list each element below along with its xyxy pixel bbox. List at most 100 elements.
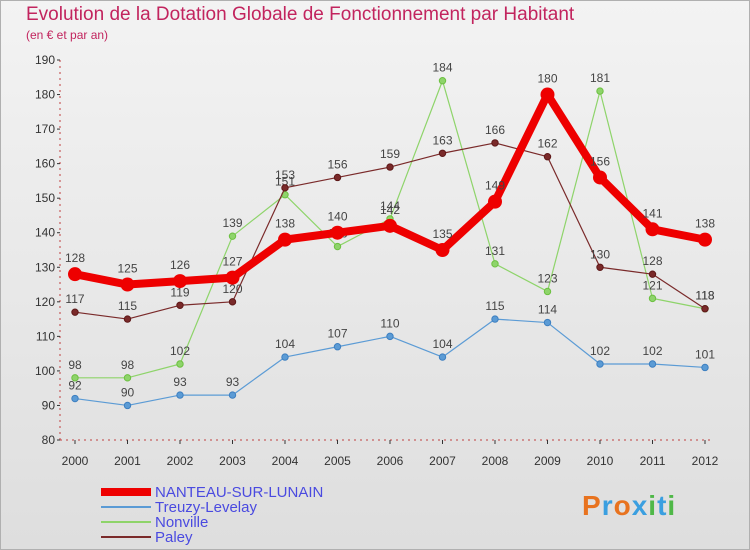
legend-label: NANTEAU-SUR-LUNAIN	[155, 484, 323, 501]
y-tick-label: 150	[35, 191, 55, 205]
data-point	[488, 194, 502, 209]
data-label: 140	[327, 210, 347, 224]
data-label: 92	[68, 379, 82, 393]
y-tick-label: 180	[35, 88, 55, 102]
data-label: 93	[226, 375, 240, 389]
data-label: 98	[68, 358, 82, 372]
data-point	[120, 277, 135, 292]
data-label: 156	[590, 154, 610, 168]
x-tick-label: 2005	[324, 454, 351, 468]
data-point	[71, 374, 79, 382]
y-tick-label: 80	[42, 433, 56, 447]
data-label: 163	[432, 133, 452, 147]
data-point	[596, 360, 604, 368]
data-label: 102	[590, 344, 610, 358]
data-label: 114	[538, 303, 557, 317]
data-point	[593, 170, 607, 185]
x-tick-label: 2009	[534, 454, 561, 468]
data-label: 118	[695, 289, 714, 303]
data-label: 119	[170, 285, 189, 299]
series-nonville: 9898102139151136144184131123181121118	[68, 61, 715, 382]
data-label: 126	[170, 258, 190, 272]
legend-item-nonville: Nonville	[101, 514, 208, 531]
data-label: 142	[380, 203, 400, 217]
data-label: 131	[485, 244, 505, 258]
data-label: 139	[222, 216, 242, 230]
chart-subtitle: (en € et par an)	[26, 28, 109, 42]
data-point	[386, 332, 394, 341]
y-tick-label: 90	[42, 398, 56, 412]
logo-letter: i	[648, 490, 658, 521]
data-label: 153	[275, 168, 295, 182]
data-point	[68, 267, 82, 282]
data-point	[648, 360, 657, 368]
data-label: 104	[275, 337, 295, 351]
data-point	[645, 222, 660, 237]
data-label: 166	[485, 123, 505, 137]
data-label: 149	[485, 179, 505, 193]
x-tick-label: 2012	[692, 454, 719, 468]
data-point	[596, 87, 604, 95]
x-tick-label: 2006	[377, 454, 404, 468]
data-point	[123, 374, 132, 382]
x-tick-label: 2007	[429, 454, 456, 468]
y-tick-label: 100	[35, 364, 55, 378]
data-point	[71, 394, 79, 403]
y-tick-label: 140	[35, 226, 55, 240]
data-label: 162	[537, 137, 557, 151]
series-nanteau-sur-lunain: 128 125 126 127 138 140 142 135 149 180 156 141 138	[65, 72, 715, 292]
data-label: 181	[590, 71, 610, 85]
data-point	[228, 232, 237, 240]
logo-letter: r	[601, 490, 614, 521]
data-label: 135	[432, 227, 452, 241]
data-point	[123, 315, 132, 323]
data-point	[543, 287, 552, 296]
data-label: 125	[117, 262, 137, 276]
data-label: 128	[642, 254, 662, 268]
data-point	[333, 343, 342, 351]
data-point	[173, 274, 187, 289]
data-point	[176, 360, 184, 368]
legend: NANTEAU-SUR-LUNAINTreuzy-LevelayNonville…	[101, 484, 323, 546]
data-point	[491, 315, 499, 323]
data-point	[225, 270, 240, 285]
legend-label: Paley	[155, 529, 193, 546]
data-label: 128	[65, 251, 85, 265]
data-point	[383, 218, 397, 233]
x-tick-label: 2008	[482, 454, 509, 468]
chart-title: Evolution de la Dotation Globale de Fonc…	[26, 4, 575, 25]
logo-letter: P	[582, 490, 602, 521]
data-label: 104	[432, 337, 452, 351]
x-tick-label: 2004	[272, 454, 299, 468]
data-point	[491, 139, 499, 147]
logo-letter: t	[657, 490, 668, 521]
data-label: 110	[380, 316, 399, 330]
x-tick-label: 2003	[219, 454, 246, 468]
data-point	[438, 77, 447, 85]
data-point	[228, 391, 237, 399]
data-label: 98	[121, 358, 135, 372]
data-label: 117	[65, 292, 84, 306]
data-point	[543, 318, 552, 327]
data-label: 118	[695, 289, 714, 303]
legend-label: Treuzy-Levelay	[155, 499, 257, 516]
series-line-treuzy-levelay	[74, 318, 706, 407]
y-tick-label: 190	[35, 53, 55, 67]
x-tick-label: 2000	[62, 454, 89, 468]
data-point	[648, 294, 657, 303]
axes: 80 90 100 110 120 130 140 150 160 170 180 190 2000 20…	[35, 53, 719, 468]
data-point	[596, 263, 604, 271]
x-tick-label: 2001	[114, 454, 141, 468]
data-label: 144	[380, 199, 400, 213]
x-tick-label: 2011	[640, 454, 666, 468]
data-point	[71, 308, 79, 316]
data-label: 130	[590, 247, 610, 261]
y-tick-label: 130	[35, 260, 55, 274]
proxiti-logo: Proxiti	[582, 490, 676, 522]
data-label: 101	[695, 347, 715, 361]
x-tick-label: 2010	[587, 454, 614, 468]
y-tick-label: 160	[35, 157, 55, 171]
data-label: 180	[537, 72, 557, 86]
data-point	[491, 260, 499, 268]
